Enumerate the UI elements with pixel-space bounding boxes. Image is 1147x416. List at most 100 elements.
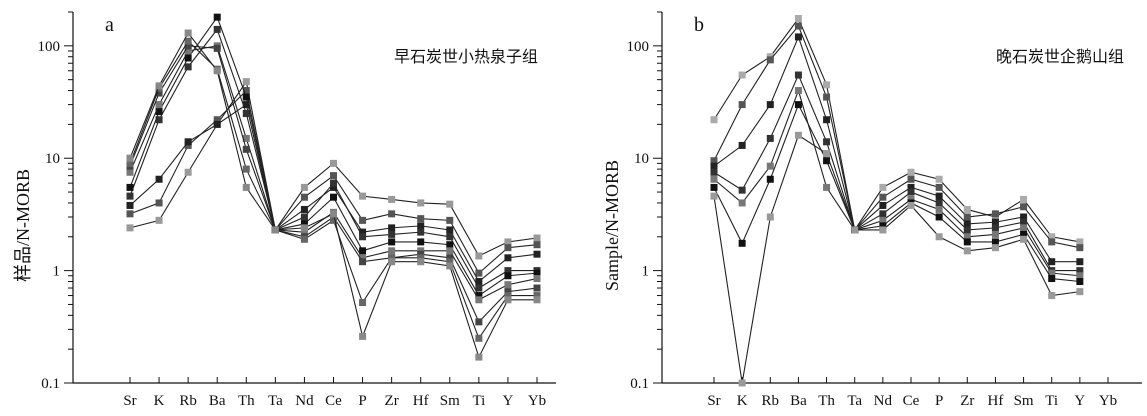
data-point [126, 154, 134, 162]
y-tick-label: 10 [634, 151, 649, 167]
data-point [879, 216, 887, 224]
data-point [359, 258, 367, 266]
data-point [359, 233, 367, 241]
data-point [710, 157, 718, 165]
data-point [879, 222, 887, 230]
y-tick-label: 100 [627, 39, 650, 55]
x-tick-label-ba: Ba [209, 393, 226, 409]
data-point [710, 183, 718, 191]
data-point [823, 157, 831, 165]
data-point [213, 120, 221, 128]
data-point [879, 226, 887, 234]
y-tick-label: 1 [53, 264, 61, 280]
data-point [963, 220, 971, 228]
data-point [388, 247, 396, 255]
data-point [504, 296, 512, 304]
panel-title: 早石炭世小热泉子组 [394, 47, 538, 66]
data-point [300, 220, 308, 228]
data-point [300, 228, 308, 236]
data-point [213, 44, 221, 52]
data-point [184, 63, 192, 71]
data-point [504, 272, 512, 280]
data-point [738, 141, 746, 149]
data-point [533, 234, 541, 242]
data-point [475, 296, 483, 304]
data-point [330, 172, 337, 180]
data-point [935, 199, 943, 207]
y-tick-label: 0.1 [41, 376, 60, 392]
data-point [710, 162, 718, 170]
data-point [417, 228, 425, 236]
x-tick-label-y: Y [503, 393, 514, 409]
data-point [446, 233, 454, 241]
data-point [359, 228, 367, 236]
data-point [766, 162, 774, 170]
data-point [417, 238, 425, 246]
data-point [907, 168, 915, 176]
data-point [213, 13, 221, 21]
series-line-3 [713, 35, 1080, 263]
data-point [963, 238, 971, 246]
x-tick-label-ce: Ce [903, 393, 920, 409]
data-point [907, 188, 915, 196]
data-point [533, 241, 541, 249]
data-point [710, 192, 718, 200]
data-point [388, 195, 396, 203]
data-point [794, 87, 802, 95]
data-point [823, 116, 831, 124]
x-tick-label-y: Y [1074, 393, 1085, 409]
data-point [446, 258, 454, 266]
data-point [242, 145, 250, 153]
data-point [388, 254, 396, 262]
data-point [475, 252, 483, 260]
data-point [504, 254, 512, 262]
data-point [446, 216, 454, 224]
data-point [1048, 258, 1056, 266]
data-point [1048, 238, 1056, 246]
x-tick-label-th: Th [818, 393, 835, 409]
series-line-2 [713, 24, 1080, 249]
x-tick-label-k: K [737, 393, 748, 409]
x-tick-label-p: P [935, 393, 943, 409]
data-point [533, 292, 541, 300]
data-point [330, 179, 337, 187]
data-point [359, 216, 367, 224]
data-point [738, 379, 746, 387]
data-point [126, 210, 134, 218]
x-tick-label-sm: Sm [440, 393, 460, 409]
data-point [446, 254, 454, 262]
x-tick-label-ta: Ta [847, 393, 862, 409]
data-point [1076, 288, 1084, 296]
data-point [417, 199, 425, 207]
data-point [794, 33, 802, 41]
data-point [475, 284, 483, 292]
series-line-1 [713, 17, 1080, 243]
data-point [155, 116, 163, 124]
data-point [300, 213, 308, 221]
data-point [794, 71, 802, 79]
data-point [359, 332, 367, 340]
data-point [1020, 213, 1028, 221]
data-point [504, 281, 512, 289]
data-point [475, 334, 483, 342]
data-point [991, 218, 999, 226]
data-point [1020, 195, 1028, 203]
data-point [879, 183, 887, 191]
data-point [242, 165, 250, 173]
panel-title: 晚石炭世企鹅山组 [996, 47, 1124, 66]
data-point [242, 87, 250, 95]
data-point [935, 205, 943, 213]
data-point [504, 267, 512, 275]
data-point [242, 78, 250, 86]
data-point [388, 258, 396, 266]
data-point [1076, 244, 1084, 252]
data-point [155, 175, 163, 183]
data-point [963, 233, 971, 241]
data-point [766, 213, 774, 221]
x-tick-label-sm: Sm [1014, 393, 1034, 409]
panel-letter: a [105, 14, 114, 36]
data-point [446, 247, 454, 255]
data-point [738, 71, 746, 79]
data-point [359, 247, 367, 255]
